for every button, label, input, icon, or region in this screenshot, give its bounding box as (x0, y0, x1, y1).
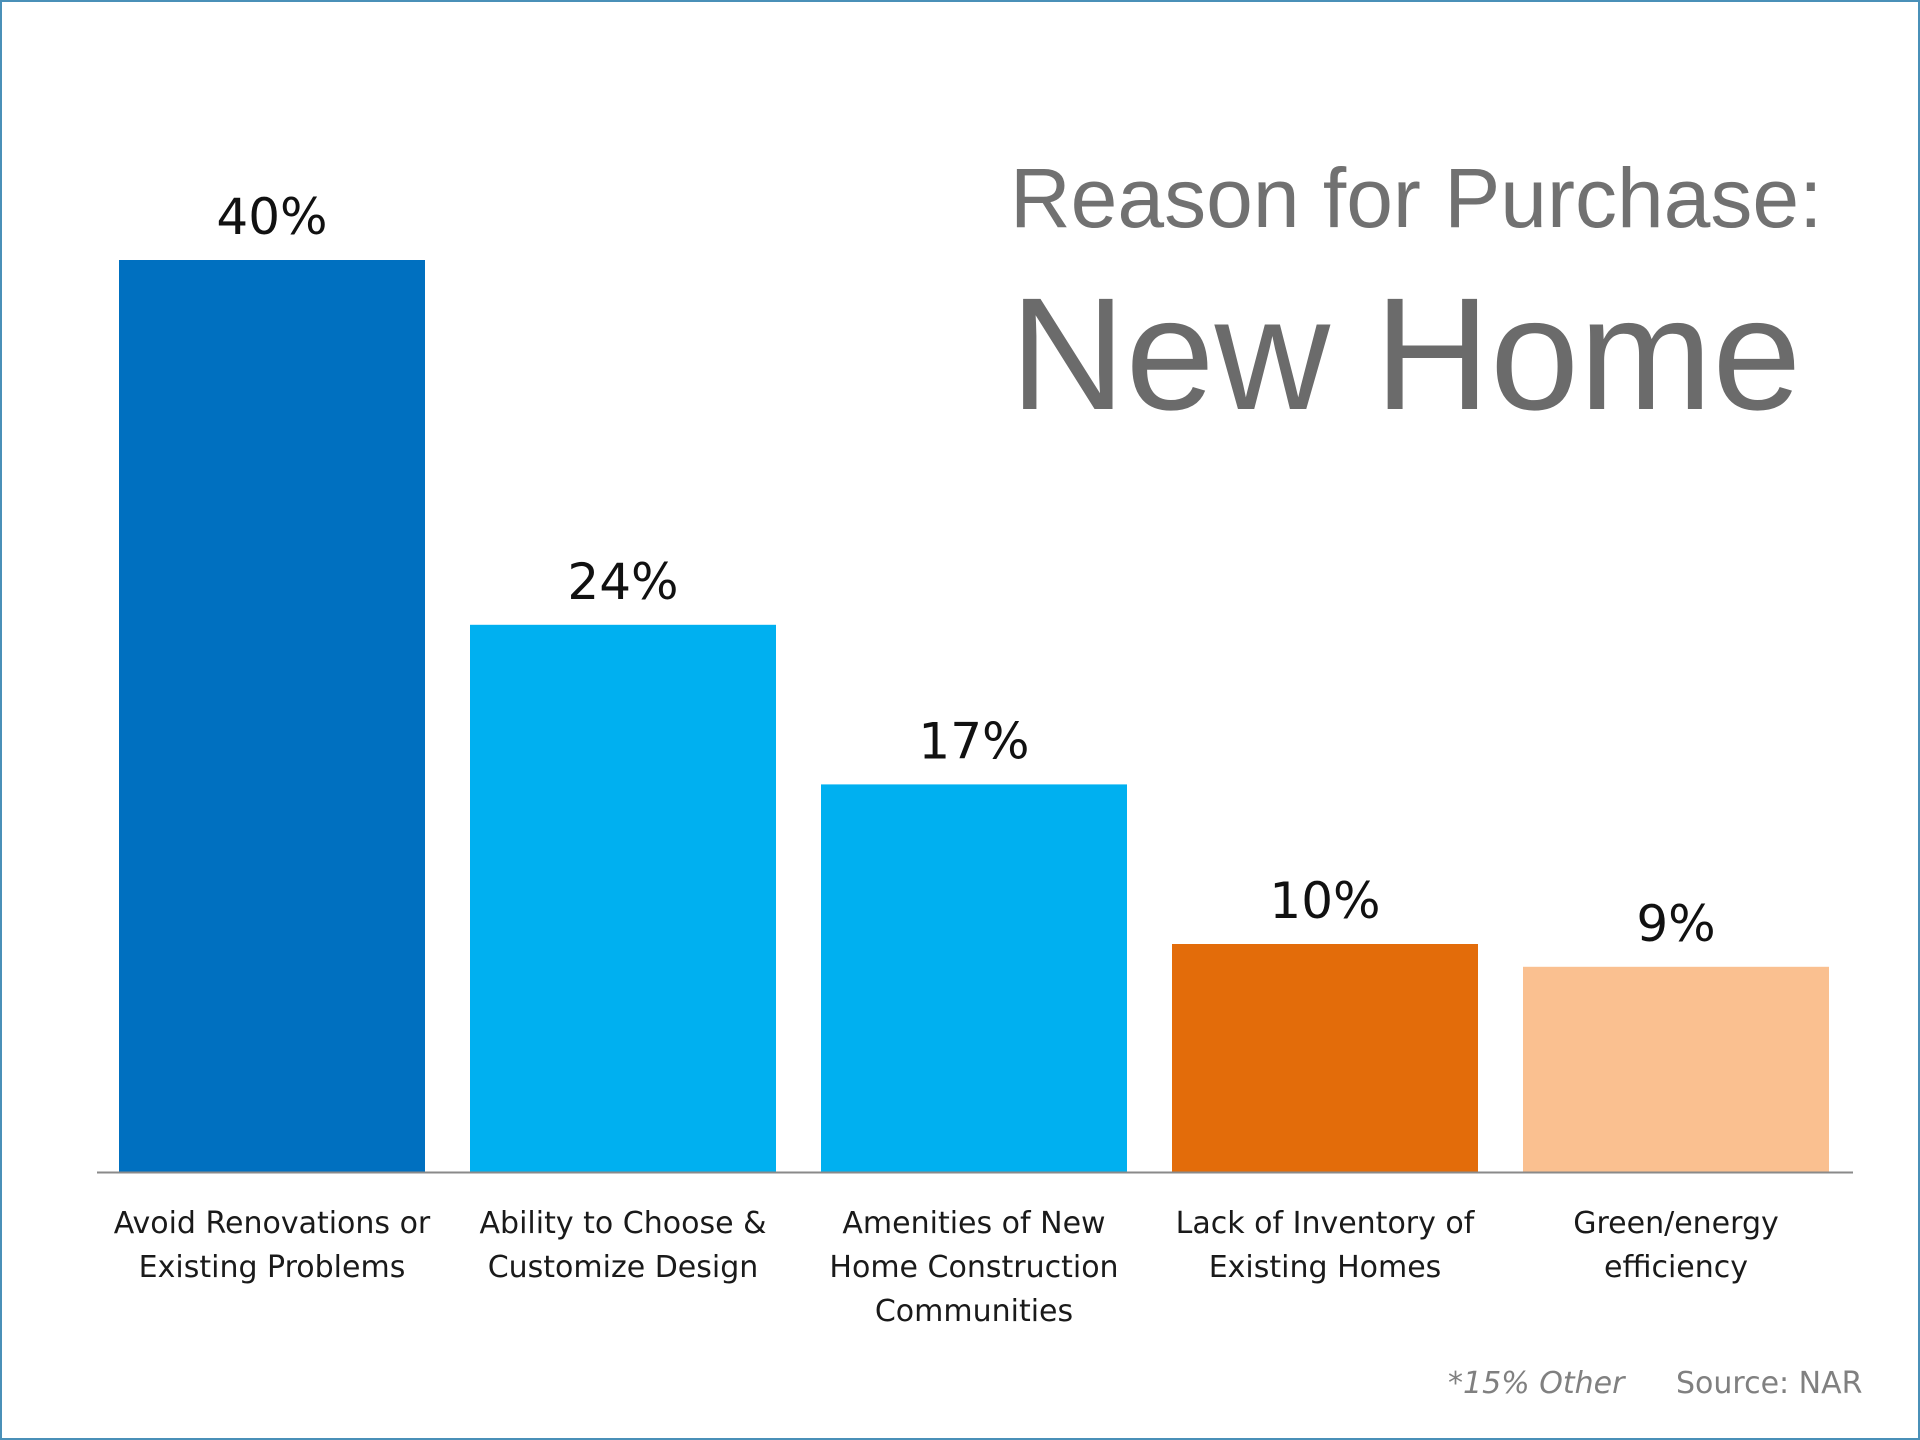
category-label-4: Lack of Inventory of Existing Homes (1176, 1206, 1476, 1285)
category-label-2: Ability to Choose & Customize Design (480, 1206, 767, 1285)
chart-subtitle: New Home (1010, 264, 1802, 443)
bar-1 (119, 260, 425, 1172)
bar-2 (470, 624, 776, 1172)
footnote-other: *15% Other (1448, 1366, 1625, 1401)
bar-3 (821, 784, 1127, 1172)
value-label-5: 9% (1636, 895, 1715, 953)
bar-4 (1172, 944, 1478, 1172)
value-label-2: 24% (567, 553, 678, 611)
bar-5 (1523, 966, 1829, 1172)
category-label-1: Avoid Renovations or Existing Problems (114, 1206, 431, 1285)
value-label-3: 17% (918, 712, 1029, 770)
value-label-1: 40% (216, 188, 327, 246)
value-label-4: 10% (1269, 872, 1380, 930)
category-label-3: Amenities of New Home Construction Communi… (829, 1206, 1118, 1329)
chart-title: Reason for Purchase: (1010, 151, 1823, 245)
footnote-source: Source: NAR (1676, 1366, 1863, 1401)
category-label-5: Green/energy efficiency (1573, 1206, 1779, 1285)
